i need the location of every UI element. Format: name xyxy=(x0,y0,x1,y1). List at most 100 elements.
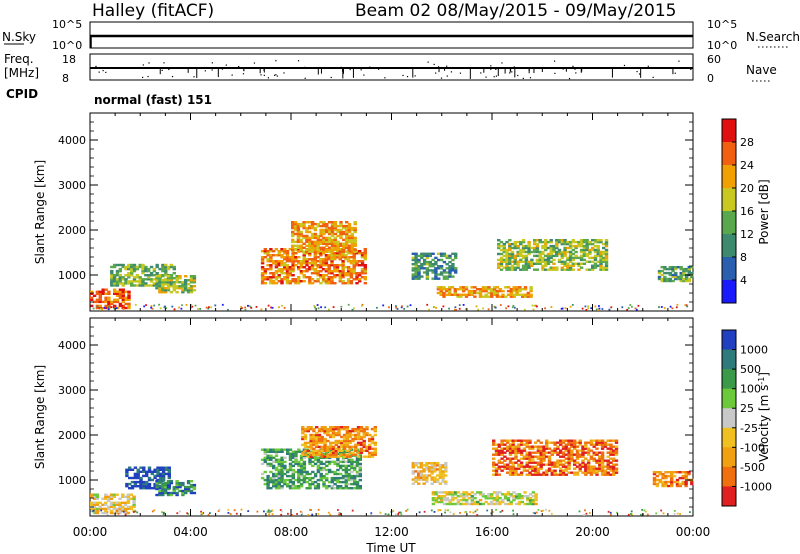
echo-cell xyxy=(603,445,608,448)
echo-cell xyxy=(470,498,474,502)
echo-cell xyxy=(356,437,361,441)
echo-cell xyxy=(266,250,270,253)
echo-cell xyxy=(135,265,140,269)
echo-cell xyxy=(598,451,602,454)
echo-cell xyxy=(591,242,595,246)
echo-speck xyxy=(229,513,232,515)
echo-cell xyxy=(506,502,511,506)
echo-cell xyxy=(497,461,501,464)
echo-cell xyxy=(510,250,515,254)
echo-cell xyxy=(266,454,270,457)
echo-cell xyxy=(602,266,606,269)
echo-cell xyxy=(169,491,174,495)
echo-cell xyxy=(161,472,166,476)
echo-cell xyxy=(118,263,122,267)
echo-speck xyxy=(629,304,632,306)
echo-cell xyxy=(508,439,513,442)
echo-cell xyxy=(347,236,352,240)
echo-cell xyxy=(476,500,480,504)
echo-cell xyxy=(433,462,437,465)
echo-cell xyxy=(349,280,354,283)
echo-cell xyxy=(606,471,610,474)
echo-cell xyxy=(126,495,131,498)
echo-cell xyxy=(308,462,312,466)
echo-cell xyxy=(363,248,367,251)
echo-speck xyxy=(535,511,538,514)
echo-cell xyxy=(687,269,691,273)
echo-cell xyxy=(280,476,284,480)
echo-cell xyxy=(319,276,323,279)
echo-cell xyxy=(600,471,605,474)
echo-cell xyxy=(327,272,331,275)
echo-cell xyxy=(536,457,541,460)
echo-cell xyxy=(419,472,424,475)
nave-dot xyxy=(168,68,170,71)
echo-cell xyxy=(297,462,301,466)
echo-cell xyxy=(121,263,125,267)
echo-cell xyxy=(145,474,149,478)
echo-cell xyxy=(494,447,499,450)
echo-cell xyxy=(107,304,111,308)
echo-cell xyxy=(330,272,334,275)
echo-cell xyxy=(518,288,522,291)
echo-speck xyxy=(266,511,269,513)
echo-speck xyxy=(310,509,312,511)
echo-cell xyxy=(115,507,119,511)
echo-cell xyxy=(536,447,541,450)
nave-dot xyxy=(263,69,265,71)
y-tick-label: 1000 xyxy=(58,269,86,282)
echo-cell xyxy=(602,252,606,256)
echo-cell xyxy=(316,248,320,251)
echo-cell xyxy=(302,466,307,470)
echo-cell xyxy=(509,293,514,296)
echo-cell xyxy=(308,472,312,476)
echo-cell xyxy=(506,293,511,296)
echo-cell xyxy=(451,265,455,268)
echo-cell xyxy=(291,238,295,242)
echo-cell xyxy=(492,461,496,464)
echo-cell xyxy=(592,451,596,454)
echo-cell xyxy=(359,437,364,441)
echo-cell xyxy=(599,240,603,244)
echo-cell xyxy=(192,285,197,288)
echo-cell xyxy=(319,230,323,234)
echo-cell xyxy=(338,264,342,267)
echo-cell xyxy=(589,455,594,458)
echo-cell xyxy=(274,480,279,484)
echo-cell xyxy=(286,450,290,453)
echo-cell xyxy=(326,439,330,443)
echo-cell xyxy=(490,493,494,496)
echo-cell xyxy=(604,242,609,246)
echo-cell xyxy=(525,465,529,468)
echo-cell xyxy=(339,472,343,476)
echo-cell xyxy=(556,451,560,454)
echo-cell xyxy=(321,278,326,281)
echo-speck xyxy=(458,307,461,310)
echo-cell xyxy=(441,466,445,469)
echo-cell xyxy=(462,493,466,496)
echo-cell xyxy=(291,250,295,253)
echo-cell xyxy=(331,435,336,439)
echo-cell xyxy=(420,252,424,255)
echo-cell xyxy=(566,262,570,265)
echo-cell xyxy=(118,505,122,509)
echo-cell xyxy=(500,441,504,444)
echo-cell xyxy=(294,282,298,285)
echo-cell xyxy=(511,469,515,472)
echo-cell xyxy=(550,461,554,464)
echo-speck xyxy=(92,307,95,310)
echo-cell xyxy=(161,468,166,471)
echo-cell xyxy=(293,224,298,228)
nave-dot xyxy=(457,67,459,69)
echo-cell xyxy=(132,269,137,273)
echo-cell xyxy=(145,470,149,473)
echo-cell xyxy=(370,441,375,445)
echo-cell xyxy=(136,485,140,488)
echo-cell xyxy=(112,493,116,496)
echo-cell xyxy=(322,248,326,251)
echo-cell xyxy=(417,466,421,469)
echo-cell xyxy=(299,270,304,273)
echo-cell xyxy=(422,482,426,485)
echo-cell xyxy=(352,266,356,269)
echo-cell xyxy=(163,485,168,489)
